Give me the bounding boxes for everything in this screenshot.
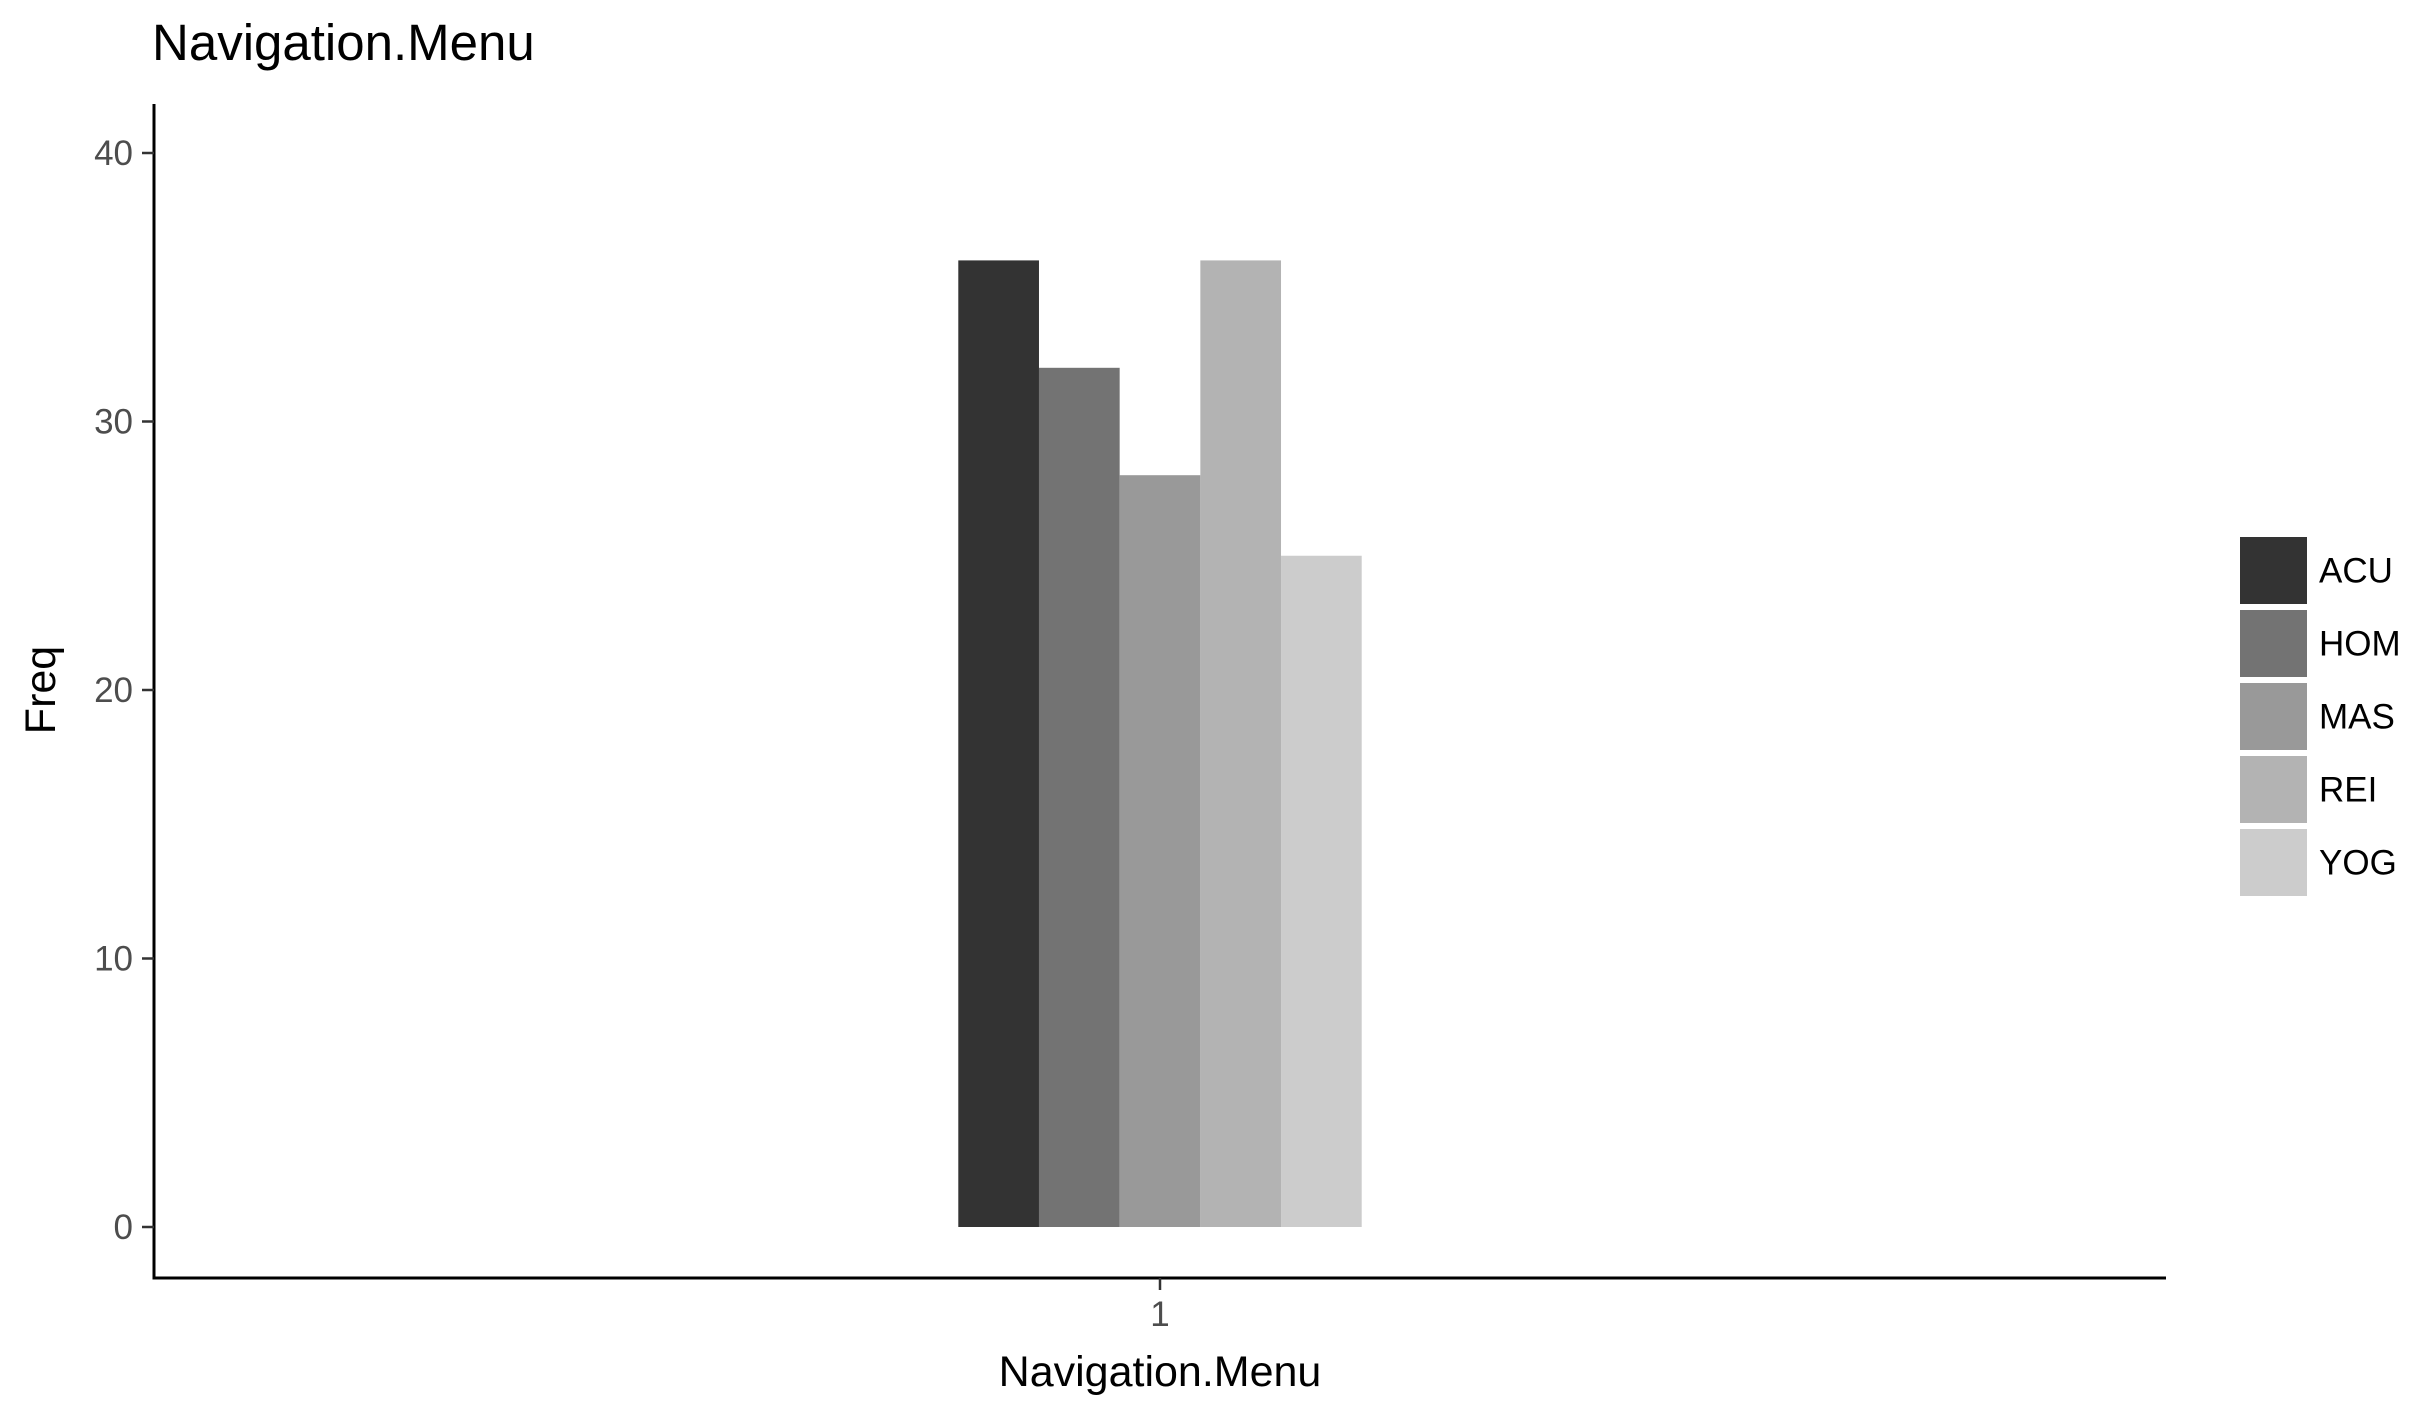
x-tick-label: 1: [1150, 1295, 1169, 1334]
bar-hom: [1038, 367, 1120, 1227]
legend-key-rei: [2240, 756, 2307, 823]
bar-acu: [958, 260, 1039, 1227]
y-tick-label: 20: [94, 671, 133, 710]
bar-yog: [1281, 555, 1362, 1227]
legend-label-hom: HOM: [2319, 625, 2401, 664]
y-tick-label: 40: [94, 134, 133, 173]
bar-rei: [1200, 260, 1282, 1227]
bar-mas: [1119, 475, 1201, 1227]
y-axis-ticks: 0 10 20 30 40: [94, 134, 154, 1247]
legend-key-mas: [2240, 683, 2307, 750]
legend-label-mas: MAS: [2319, 698, 2395, 737]
legend-label-yog: YOG: [2319, 844, 2397, 883]
x-axis-title: Navigation.Menu: [999, 1348, 1322, 1396]
legend-label-acu: ACU: [2319, 552, 2393, 591]
legend-key-acu: [2240, 537, 2307, 604]
y-tick-label: 10: [94, 940, 133, 979]
legend: ACU HOM MAS REI YOG: [2240, 537, 2401, 896]
chart-title: Navigation.Menu: [152, 14, 535, 71]
y-tick-label: 30: [94, 403, 133, 442]
y-axis-title: Freq: [17, 646, 65, 734]
legend-key-yog: [2240, 829, 2307, 896]
legend-key-hom: [2240, 610, 2307, 677]
x-axis-ticks: 1: [1150, 1278, 1170, 1334]
bar-series: [958, 260, 1362, 1227]
legend-label-rei: REI: [2319, 771, 2377, 810]
y-tick-label: 0: [114, 1208, 133, 1247]
